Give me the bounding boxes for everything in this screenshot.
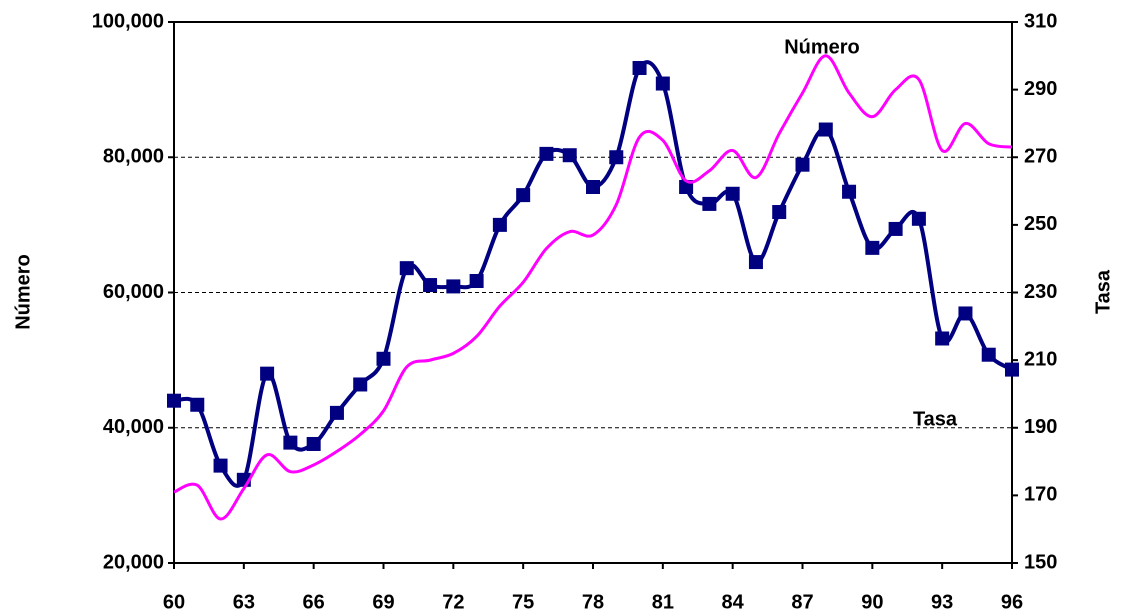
marker bbox=[935, 331, 950, 346]
y2-tick-label: 310 bbox=[1024, 10, 1057, 32]
marker bbox=[655, 76, 670, 91]
marker bbox=[213, 458, 228, 473]
x-tick-label: 90 bbox=[861, 591, 883, 613]
marker bbox=[632, 60, 647, 75]
marker bbox=[586, 180, 600, 195]
y2-tick-label: 210 bbox=[1024, 348, 1057, 370]
marker bbox=[353, 377, 368, 392]
marker bbox=[329, 405, 344, 420]
marker bbox=[958, 306, 973, 321]
marker bbox=[888, 221, 903, 236]
marker bbox=[609, 150, 624, 165]
marker bbox=[283, 435, 298, 450]
x-tick-label: 81 bbox=[652, 591, 674, 613]
marker bbox=[306, 436, 321, 451]
marker bbox=[795, 157, 810, 172]
x-tick-label: 72 bbox=[442, 591, 464, 613]
marker bbox=[399, 261, 414, 276]
marker bbox=[260, 366, 275, 381]
y2-tick-label: 190 bbox=[1024, 416, 1057, 438]
x-tick-label: 69 bbox=[372, 591, 394, 613]
marker bbox=[492, 217, 507, 232]
y2-tick-label: 230 bbox=[1024, 281, 1057, 303]
x-tick-label: 66 bbox=[303, 591, 325, 613]
marker bbox=[167, 393, 181, 408]
y2-axis-title: Tasa bbox=[1092, 269, 1114, 314]
y-tick-label: 20,000 bbox=[103, 551, 164, 573]
marker bbox=[190, 397, 205, 412]
x-tick-label: 63 bbox=[233, 591, 255, 613]
annotation: Número bbox=[784, 36, 860, 58]
x-tick-label: 60 bbox=[163, 591, 185, 613]
marker bbox=[469, 274, 484, 289]
marker bbox=[516, 188, 531, 203]
series-line bbox=[173, 60, 1014, 488]
marker bbox=[446, 279, 461, 294]
x-tick-label: 78 bbox=[582, 591, 604, 613]
y-tick-label: 100,000 bbox=[92, 10, 164, 32]
marker bbox=[725, 186, 740, 201]
x-tick-label: 75 bbox=[512, 591, 534, 613]
series-line bbox=[173, 54, 1013, 521]
marker bbox=[539, 146, 554, 161]
marker bbox=[1005, 362, 1019, 377]
y2-tick-label: 270 bbox=[1024, 146, 1057, 168]
y-tick-label: 40,000 bbox=[103, 416, 164, 438]
y-axis-title: Número bbox=[12, 254, 34, 330]
y2-tick-label: 170 bbox=[1024, 484, 1057, 506]
x-tick-label: 84 bbox=[722, 591, 745, 613]
y2-tick-label: 290 bbox=[1024, 78, 1057, 100]
marker bbox=[423, 278, 438, 293]
x-tick-label: 96 bbox=[1001, 591, 1023, 613]
marker bbox=[748, 255, 763, 270]
marker bbox=[376, 351, 391, 366]
marker bbox=[865, 240, 880, 255]
y2-tick-label: 150 bbox=[1024, 551, 1057, 573]
annotation: Tasa bbox=[913, 408, 958, 430]
marker bbox=[702, 196, 717, 211]
y-tick-label: 60,000 bbox=[103, 281, 164, 303]
x-tick-label: 93 bbox=[931, 591, 953, 613]
marker bbox=[842, 184, 857, 199]
y-tick-label: 80,000 bbox=[103, 146, 164, 168]
marker bbox=[911, 211, 926, 226]
marker bbox=[562, 148, 577, 163]
x-tick-label: 87 bbox=[791, 591, 813, 613]
marker bbox=[981, 347, 996, 362]
marker bbox=[772, 205, 787, 220]
y2-tick-label: 250 bbox=[1024, 213, 1057, 235]
marker bbox=[818, 122, 833, 137]
